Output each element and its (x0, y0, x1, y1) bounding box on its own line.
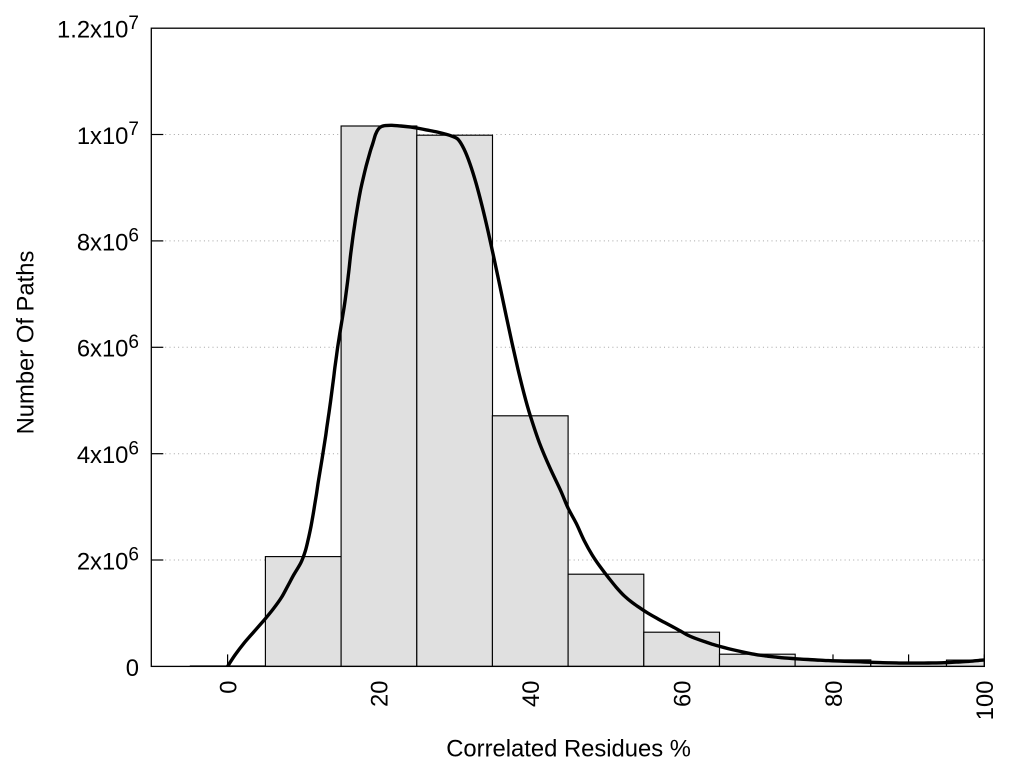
svg-text:1x107: 1x107 (77, 119, 139, 150)
svg-text:0: 0 (215, 681, 242, 694)
svg-text:80: 80 (821, 681, 848, 707)
svg-text:Number Of Paths: Number Of Paths (13, 250, 40, 434)
svg-text:0: 0 (126, 655, 139, 682)
svg-text:60: 60 (669, 681, 696, 707)
svg-text:20: 20 (367, 681, 394, 707)
svg-text:Correlated Residues %: Correlated Residues % (446, 736, 691, 763)
svg-text:1.2x107: 1.2x107 (57, 13, 139, 44)
svg-text:40: 40 (518, 681, 545, 707)
svg-text:100: 100 (972, 681, 999, 721)
